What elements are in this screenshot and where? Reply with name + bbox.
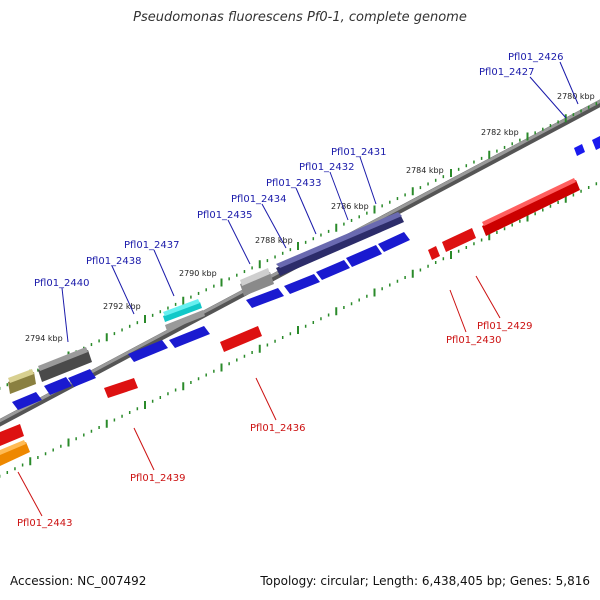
gene-olive-top (8, 369, 34, 383)
gene-dark-2440-top (38, 347, 88, 371)
gene-red-2430[interactable] (442, 228, 476, 252)
label-pfl01-2429[interactable]: Pfl01_2429 (477, 321, 533, 332)
tick-track-upper (0, 102, 598, 390)
tick-track-lower (0, 182, 598, 478)
label-pfl01-2440[interactable]: Pfl01_2440 (34, 278, 90, 289)
reverse-labels: Pfl01_2429 Pfl01_2430 Pfl01_2436 Pfl01_2… (17, 321, 533, 529)
label-pfl01-2435[interactable]: Pfl01_2435 (197, 210, 253, 221)
label-pfl01-2430[interactable]: Pfl01_2430 (446, 335, 502, 346)
topology-summary: Topology: circular; Length: 6,438,405 bp… (260, 574, 590, 588)
gene-red-2430-small[interactable] (428, 246, 440, 260)
gene-blue-f[interactable] (169, 326, 210, 348)
gene-blue-i[interactable] (44, 377, 72, 395)
label-pfl01-2443[interactable]: Pfl01_2443 (17, 518, 73, 529)
gene-navy-large-top (276, 212, 402, 268)
gene-navy-large[interactable] (276, 214, 404, 276)
gene-red-large[interactable] (482, 180, 580, 236)
label-pfl01-2439[interactable]: Pfl01_2439 (130, 473, 186, 484)
gene-blue-j[interactable] (12, 392, 42, 410)
kbp-label-2780: 2780 kbp (557, 92, 595, 101)
gene-row-red[interactable] (0, 178, 580, 466)
gene-gray-2435[interactable] (240, 272, 274, 296)
kbp-label-2788: 2788 kbp (255, 236, 293, 245)
gene-orange-2443-top (0, 440, 26, 455)
gene-orange-2443[interactable] (0, 442, 30, 466)
gene-red-left[interactable] (0, 424, 24, 446)
forward-leaders (61, 61, 579, 343)
reverse-leaders (17, 275, 501, 517)
gene-blue-2426[interactable] (574, 144, 585, 156)
kbp-label-2784: 2784 kbp (406, 166, 444, 175)
label-pfl01-2427[interactable]: Pfl01_2427 (479, 67, 535, 78)
gene-dark-2440[interactable] (38, 350, 92, 382)
label-pfl01-2432[interactable]: Pfl01_2432 (299, 162, 355, 173)
kbp-labels: 2780 kbp 2782 kbp 2784 kbp 2786 kbp 2788… (25, 92, 595, 343)
forward-labels: Pfl01_2426 Pfl01_2427 Pfl01_2431 Pfl01_2… (34, 52, 564, 289)
label-pfl01-2434[interactable]: Pfl01_2434 (231, 194, 287, 205)
gene-cyan-2437[interactable] (163, 302, 202, 322)
label-pfl01-2438[interactable]: Pfl01_2438 (86, 256, 142, 267)
gene-blue-a[interactable] (378, 232, 410, 252)
label-pfl01-2431[interactable]: Pfl01_2431 (331, 147, 387, 158)
gene-red-large-top (482, 178, 576, 226)
gene-row-blue[interactable] (12, 136, 600, 410)
label-pfl01-2426[interactable]: Pfl01_2426 (508, 52, 564, 63)
gene-cyan-2437-top (163, 299, 200, 316)
gene-row-upper[interactable] (8, 212, 404, 394)
gene-blue-e[interactable] (246, 288, 284, 308)
label-pfl01-2437[interactable]: Pfl01_2437 (124, 240, 180, 251)
accession-text: Accession: NC_007492 (10, 574, 147, 588)
kbp-label-2790: 2790 kbp (179, 269, 217, 278)
kbp-label-2786: 2786 kbp (331, 202, 369, 211)
kbp-label-2794: 2794 kbp (25, 334, 63, 343)
gene-gray-2435-top (240, 268, 270, 286)
label-pfl01-2436[interactable]: Pfl01_2436 (250, 423, 306, 434)
map-title: Pseudomonas fluorescens Pf0-1, complete … (133, 10, 467, 25)
gene-gray-2437-under[interactable] (165, 310, 205, 331)
gene-blue-d[interactable] (284, 274, 320, 294)
gene-blue-h[interactable] (68, 369, 96, 387)
kbp-label-2792: 2792 kbp (103, 302, 141, 311)
gene-blue-c[interactable] (316, 260, 350, 280)
gene-olive[interactable] (8, 372, 36, 394)
gene-blue-g[interactable] (128, 340, 168, 362)
gene-red-2436[interactable] (220, 326, 262, 352)
gene-blue-b[interactable] (346, 245, 382, 267)
kbp-label-2782: 2782 kbp (481, 128, 519, 137)
gene-blue-2427[interactable] (592, 136, 600, 150)
gene-red-2439[interactable] (104, 378, 138, 398)
label-pfl01-2433[interactable]: Pfl01_2433 (266, 178, 322, 189)
